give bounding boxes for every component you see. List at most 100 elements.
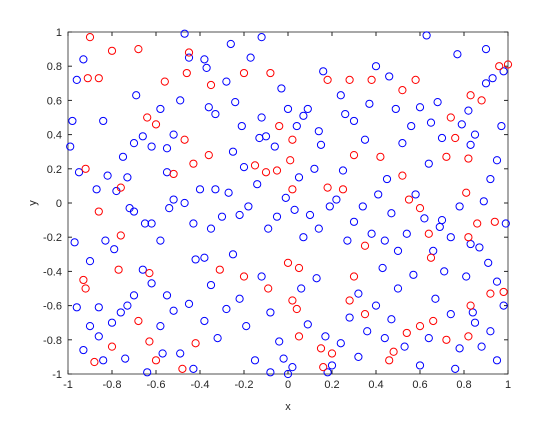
scatter-point <box>123 301 132 310</box>
scatter-point <box>143 368 152 377</box>
scatter-point <box>341 109 350 119</box>
scatter-point <box>165 204 174 213</box>
scatter-point <box>294 263 304 273</box>
scatter-point <box>451 364 460 373</box>
scatter-point <box>380 333 389 343</box>
scatter-point <box>66 142 75 151</box>
scatter-point <box>466 301 475 310</box>
scatter-point <box>191 339 200 348</box>
scatter-point <box>492 356 502 365</box>
scatter-point <box>200 55 209 64</box>
scatter-point <box>409 270 418 279</box>
scatter-point <box>473 219 482 228</box>
scatter-point <box>94 74 103 83</box>
scatter-point <box>446 310 455 319</box>
scatter-point <box>321 332 330 341</box>
scatter-point <box>371 62 381 71</box>
scatter-point <box>292 121 301 131</box>
scatter-point <box>345 296 354 305</box>
scatter-point <box>72 75 81 84</box>
scatter-point <box>343 236 352 245</box>
scatter-point <box>360 241 370 250</box>
scatter-point <box>257 272 266 281</box>
scatter-point <box>457 120 466 129</box>
scatter-point <box>239 162 249 172</box>
scatter-point <box>222 77 231 86</box>
scatter-point <box>442 152 451 161</box>
scatter-point <box>145 337 154 346</box>
scatter-point <box>398 86 407 95</box>
scatter-point <box>114 265 123 274</box>
scatter-point <box>138 132 147 141</box>
x-tick-label: 1 <box>505 379 511 391</box>
scatter-point <box>272 212 282 221</box>
scatter-point <box>398 139 407 148</box>
scatter-point <box>156 322 165 331</box>
scatter-point <box>435 222 444 232</box>
scatter-point <box>222 304 231 314</box>
scatter-point <box>365 99 374 108</box>
x-tick-label: -1 <box>63 379 73 391</box>
scatter-point <box>169 169 178 179</box>
scatter-point <box>464 233 473 242</box>
x-tick-label: -0.8 <box>103 379 122 391</box>
x-tick-label: 0.6 <box>412 379 427 391</box>
scatter-point <box>250 161 260 170</box>
scatter-point <box>246 53 255 62</box>
scatter-point <box>279 354 288 363</box>
scatter-point <box>94 303 103 312</box>
y-tick-label: -0.4 <box>43 266 62 278</box>
scatter-point <box>134 45 143 54</box>
scatter-point <box>475 243 484 252</box>
scatter-point <box>426 118 436 127</box>
scatter-point <box>492 277 502 286</box>
scatter-point <box>349 151 359 160</box>
scatter-point <box>180 29 189 38</box>
scatter-point <box>433 98 442 107</box>
scatter-point <box>462 188 471 197</box>
scatter-point <box>107 342 117 351</box>
scatter-point <box>349 217 359 226</box>
scatter-point <box>215 265 224 274</box>
scatter-point <box>323 75 332 84</box>
scatter-point <box>184 299 194 308</box>
scatter-point <box>158 349 167 358</box>
scatter-point <box>129 139 139 148</box>
scatter-point <box>99 116 108 126</box>
scatter-point <box>224 188 233 197</box>
scatter-point <box>211 185 220 194</box>
scatter-point <box>354 352 363 361</box>
scatter-point <box>132 91 141 100</box>
scatter-point <box>486 174 495 184</box>
scatter-point <box>182 68 191 78</box>
scatter-point <box>85 33 95 42</box>
scatter-point <box>151 120 161 129</box>
scatter-point <box>338 166 348 175</box>
scatter-point <box>226 39 235 49</box>
scatter-point <box>402 229 411 238</box>
scatter-point <box>176 96 185 105</box>
scatter-point <box>360 135 370 144</box>
scatter-point <box>470 318 480 327</box>
scatter-point <box>294 332 304 341</box>
scatter-point <box>290 205 299 214</box>
scatter-point <box>349 116 359 126</box>
scatter-point <box>277 84 286 93</box>
scatter-point <box>385 72 394 81</box>
scatter-point <box>184 53 194 62</box>
scatter-point <box>402 328 411 338</box>
scatter-point <box>455 344 464 353</box>
scatter-point <box>160 77 169 86</box>
scatter-point <box>363 327 372 336</box>
scatter-point <box>204 151 213 160</box>
scatter-point <box>455 202 464 211</box>
scatter-point <box>336 91 345 100</box>
scatter-point <box>453 50 462 59</box>
scatter-point <box>446 113 455 122</box>
scatter-point <box>385 356 394 365</box>
scatter-point <box>281 193 290 202</box>
scatter-point <box>374 190 383 199</box>
scatter-point <box>305 210 315 220</box>
scatter-point <box>143 113 152 122</box>
scatter-point <box>270 142 279 151</box>
